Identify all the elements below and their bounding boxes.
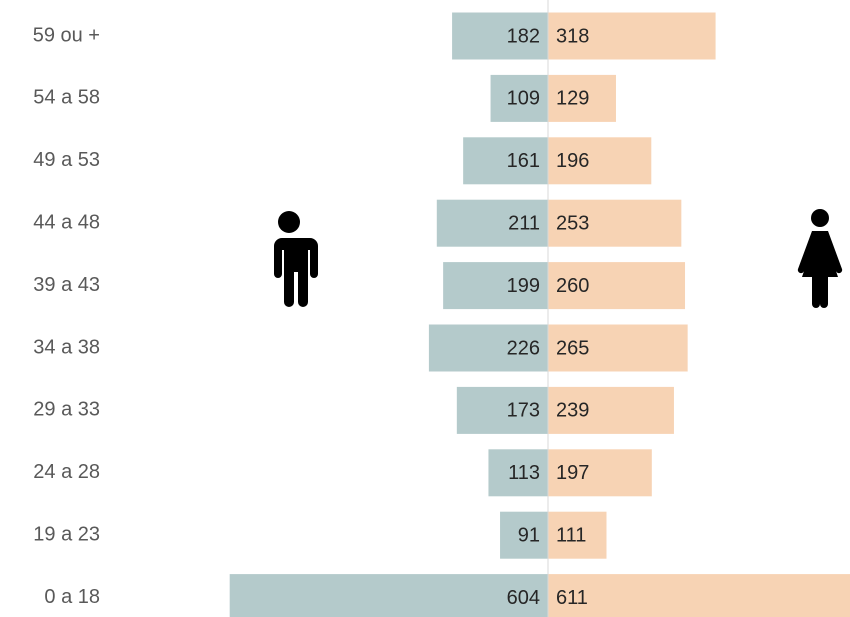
bar	[428, 324, 548, 372]
bar	[548, 74, 616, 122]
value-label: 265	[556, 337, 589, 359]
value-label: 211	[508, 212, 540, 234]
value-label: 182	[507, 25, 540, 47]
value-label: 109	[507, 88, 540, 110]
bar	[548, 324, 688, 372]
category-label: 0 a 18	[44, 586, 100, 608]
value-label: 318	[556, 25, 589, 47]
category-label: 39 a 43	[33, 274, 100, 296]
value-label: 199	[507, 275, 540, 297]
male-icon	[268, 211, 318, 307]
bar	[548, 511, 607, 559]
value-label: 239	[556, 400, 589, 422]
value-label: 611	[556, 587, 588, 609]
value-label: 253	[556, 212, 589, 234]
value-label: 161	[507, 150, 540, 172]
bar	[548, 137, 652, 185]
bar	[548, 386, 674, 434]
category-label: 29 a 33	[33, 399, 100, 421]
bar	[548, 199, 682, 247]
value-label: 226	[507, 337, 540, 359]
value-label: 197	[556, 462, 589, 484]
category-label: 49 a 53	[33, 149, 100, 171]
category-label: 44 a 48	[33, 211, 100, 233]
value-label: 260	[556, 275, 589, 297]
value-label: 604	[507, 587, 540, 609]
bar	[548, 449, 652, 497]
value-label: 129	[556, 88, 589, 110]
bar	[463, 137, 548, 185]
bar	[443, 262, 548, 310]
category-label: 59 ou +	[33, 24, 100, 46]
value-label: 173	[507, 400, 540, 422]
bar	[488, 449, 548, 497]
bar	[452, 12, 548, 60]
bar	[490, 74, 548, 122]
value-label: 91	[518, 524, 540, 546]
category-label: 54 a 58	[33, 87, 100, 109]
bar	[436, 199, 548, 247]
bar	[548, 262, 686, 310]
category-label: 34 a 38	[33, 336, 100, 358]
category-label: 24 a 28	[33, 461, 100, 483]
bar	[229, 574, 548, 617]
category-label: 19 a 23	[33, 523, 100, 545]
value-label: 113	[508, 462, 540, 484]
female-icon	[797, 209, 843, 308]
bar	[456, 386, 548, 434]
value-label: 196	[556, 150, 589, 172]
bar	[548, 12, 716, 60]
value-label: 111	[556, 524, 586, 546]
bar	[548, 574, 850, 617]
bar	[500, 511, 548, 559]
